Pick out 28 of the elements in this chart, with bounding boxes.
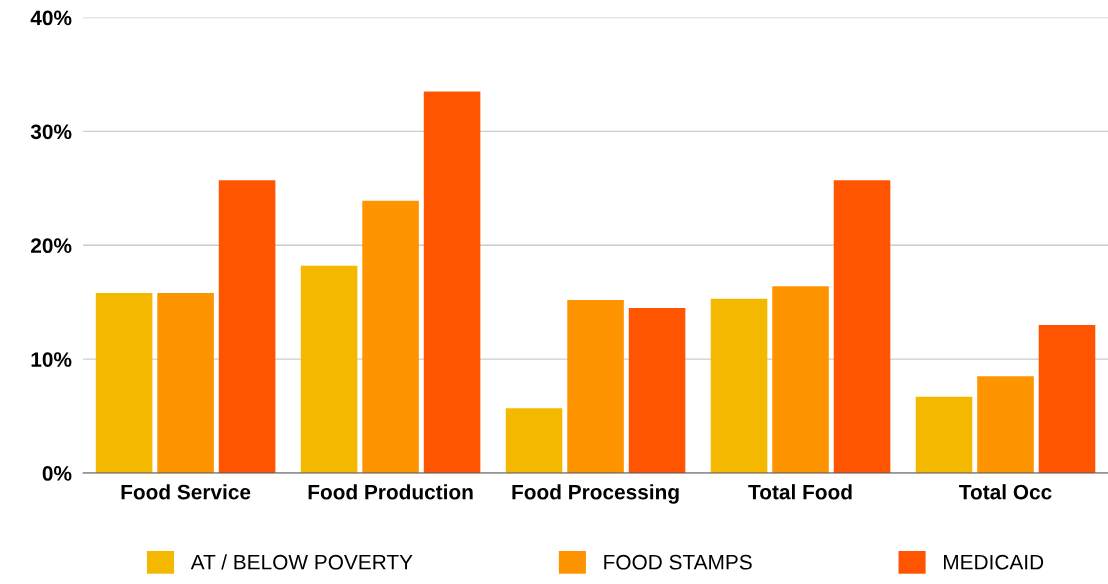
bar	[833, 180, 891, 474]
y-tick-label: 20%	[31, 238, 72, 254]
bar	[1038, 325, 1096, 474]
bar	[567, 299, 624, 474]
legend-label: AT / BELOW POVERTY	[190, 554, 413, 570]
x-tick-label: Food Production	[308, 484, 473, 500]
bar	[218, 180, 276, 474]
bar	[710, 298, 768, 474]
y-tick-label: 10%	[31, 352, 72, 367]
x-tick-label: Food Processing	[512, 484, 679, 504]
x-tick-label: Total Occ	[959, 484, 1052, 500]
y-tick-label: 40%	[30, 10, 72, 26]
bar	[628, 307, 686, 474]
bar	[423, 91, 481, 474]
bar	[362, 200, 419, 474]
x-tick-label: Total Food	[748, 484, 852, 500]
bar	[505, 408, 563, 474]
x-tick-label: Food Service	[121, 484, 251, 500]
bar	[95, 293, 153, 474]
legend-label: MEDICAID	[943, 554, 1044, 570]
y-tick-label: 30%	[30, 124, 72, 140]
bar	[157, 293, 214, 474]
bar	[915, 396, 973, 474]
bar	[977, 376, 1034, 474]
bar	[772, 286, 829, 474]
y-tick-label: 0%	[42, 466, 72, 481]
bar	[300, 265, 358, 474]
legend-label: FOOD STAMPS	[604, 554, 752, 570]
